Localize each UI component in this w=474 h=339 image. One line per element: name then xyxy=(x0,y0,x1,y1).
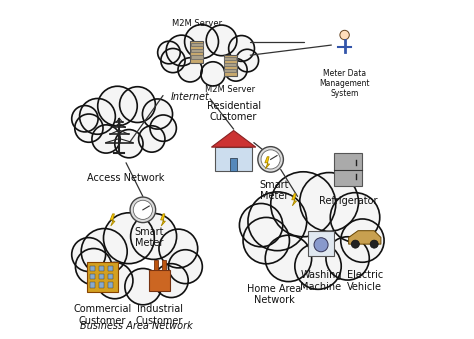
Circle shape xyxy=(72,238,106,272)
Text: Commercial
Customer: Commercial Customer xyxy=(73,304,132,325)
FancyBboxPatch shape xyxy=(191,55,203,59)
FancyBboxPatch shape xyxy=(224,63,237,66)
FancyBboxPatch shape xyxy=(190,41,203,63)
FancyBboxPatch shape xyxy=(99,274,104,279)
Circle shape xyxy=(351,240,359,248)
Circle shape xyxy=(131,214,177,259)
Text: Business Area Network: Business Area Network xyxy=(80,321,192,331)
FancyBboxPatch shape xyxy=(191,43,203,46)
Circle shape xyxy=(265,235,311,282)
Circle shape xyxy=(201,62,225,86)
Circle shape xyxy=(75,248,112,285)
FancyBboxPatch shape xyxy=(87,262,118,292)
Circle shape xyxy=(72,105,98,132)
Circle shape xyxy=(330,193,380,242)
Circle shape xyxy=(155,264,188,298)
Circle shape xyxy=(130,197,155,223)
Circle shape xyxy=(168,250,202,284)
Text: Residential
Customer: Residential Customer xyxy=(207,101,261,122)
Circle shape xyxy=(92,125,120,153)
Polygon shape xyxy=(265,157,270,169)
Circle shape xyxy=(271,172,336,237)
FancyBboxPatch shape xyxy=(99,282,104,288)
Text: Access Network: Access Network xyxy=(87,173,165,183)
Text: Industrial
Customer: Industrial Customer xyxy=(136,304,183,325)
Circle shape xyxy=(184,25,219,59)
FancyBboxPatch shape xyxy=(308,231,334,256)
Circle shape xyxy=(138,126,165,152)
Circle shape xyxy=(258,147,283,172)
Circle shape xyxy=(300,173,358,231)
Circle shape xyxy=(261,150,280,169)
Polygon shape xyxy=(211,131,256,147)
FancyBboxPatch shape xyxy=(108,266,113,271)
Circle shape xyxy=(115,129,143,158)
Circle shape xyxy=(161,48,185,73)
FancyBboxPatch shape xyxy=(162,260,166,271)
FancyBboxPatch shape xyxy=(230,158,237,171)
Polygon shape xyxy=(110,214,115,226)
Circle shape xyxy=(295,243,341,289)
FancyBboxPatch shape xyxy=(154,260,158,271)
Circle shape xyxy=(326,237,369,280)
FancyBboxPatch shape xyxy=(90,266,95,271)
Circle shape xyxy=(133,200,153,219)
Text: Electric
Vehicle: Electric Vehicle xyxy=(346,271,383,292)
Circle shape xyxy=(75,114,103,142)
Circle shape xyxy=(158,41,180,64)
Circle shape xyxy=(248,192,307,251)
Circle shape xyxy=(98,86,137,126)
FancyBboxPatch shape xyxy=(191,49,203,53)
Text: Meter Data
Management
System: Meter Data Management System xyxy=(319,68,370,98)
Text: Smart
Meter: Smart Meter xyxy=(135,227,164,248)
Circle shape xyxy=(166,35,197,66)
FancyBboxPatch shape xyxy=(90,282,95,288)
Circle shape xyxy=(243,217,290,264)
Circle shape xyxy=(119,87,155,122)
Circle shape xyxy=(206,25,237,56)
Text: M2M Server: M2M Server xyxy=(205,85,255,95)
FancyBboxPatch shape xyxy=(108,274,113,279)
Circle shape xyxy=(178,58,202,82)
Text: Internet: Internet xyxy=(171,92,210,102)
Circle shape xyxy=(236,49,258,72)
Circle shape xyxy=(81,228,127,275)
Text: Refrigerator: Refrigerator xyxy=(319,196,377,206)
FancyBboxPatch shape xyxy=(149,271,171,291)
FancyBboxPatch shape xyxy=(99,266,104,271)
Circle shape xyxy=(125,268,161,305)
FancyBboxPatch shape xyxy=(90,274,95,279)
Text: M2M Server: M2M Server xyxy=(172,19,222,28)
FancyBboxPatch shape xyxy=(334,153,362,186)
Circle shape xyxy=(239,203,283,247)
Circle shape xyxy=(340,30,349,40)
Polygon shape xyxy=(161,214,165,226)
Circle shape xyxy=(225,59,247,81)
FancyBboxPatch shape xyxy=(224,57,237,60)
Circle shape xyxy=(142,99,173,129)
Polygon shape xyxy=(215,147,252,171)
Circle shape xyxy=(341,219,384,262)
Circle shape xyxy=(97,262,133,299)
FancyBboxPatch shape xyxy=(224,55,237,76)
Circle shape xyxy=(370,240,378,248)
FancyBboxPatch shape xyxy=(224,68,237,72)
Circle shape xyxy=(103,213,155,264)
Text: Smart
Meter: Smart Meter xyxy=(259,180,289,201)
Text: Home Area
Network: Home Area Network xyxy=(247,284,301,305)
Polygon shape xyxy=(292,194,297,206)
Polygon shape xyxy=(348,231,381,244)
Circle shape xyxy=(159,229,198,268)
Text: Washing
Machine: Washing Machine xyxy=(301,271,342,292)
Circle shape xyxy=(228,36,255,61)
FancyBboxPatch shape xyxy=(108,282,113,288)
Circle shape xyxy=(314,238,328,252)
Circle shape xyxy=(150,115,176,141)
Circle shape xyxy=(80,99,115,134)
